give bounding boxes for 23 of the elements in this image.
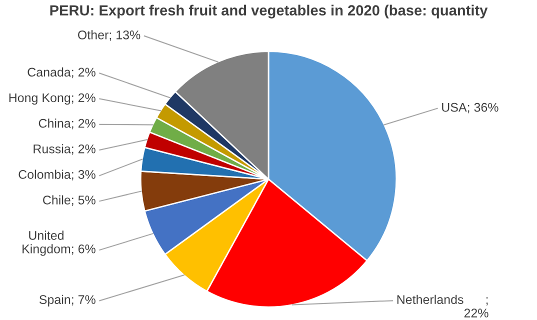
data-label: ; 5% [72,196,96,206]
data-label: ; 36% [468,102,498,114]
data-label: ; 22% [464,297,488,318]
slice-label: Chile [43,195,70,204]
data-label: ; 7% [72,295,96,306]
data-label: ; 2% [72,93,96,104]
chart-title: PERU: Export fresh fruit and vegetables in 2020 (base: quantity [50,4,488,18]
data-label: ; 6% [72,244,96,255]
slice-label: Spain [39,294,70,306]
slice-label: Netherlands [397,294,464,304]
data-label: ; 13% [110,30,140,41]
slice-label: China [38,118,71,128]
slice-label: USA [442,102,467,112]
data-label: ; 2% [72,118,96,130]
data-label: ; 3% [72,170,96,180]
slice-label: United Kingdom [22,230,70,256]
slice-label: Russia [34,144,71,154]
data-label: ; 2% [72,68,96,78]
slice-label: Colombia [18,170,71,179]
slice-label: Canada [28,67,71,77]
slice-label: Hong Kong [9,93,70,105]
slice-label: Other [78,30,108,40]
data-label: ; 2% [72,144,96,155]
